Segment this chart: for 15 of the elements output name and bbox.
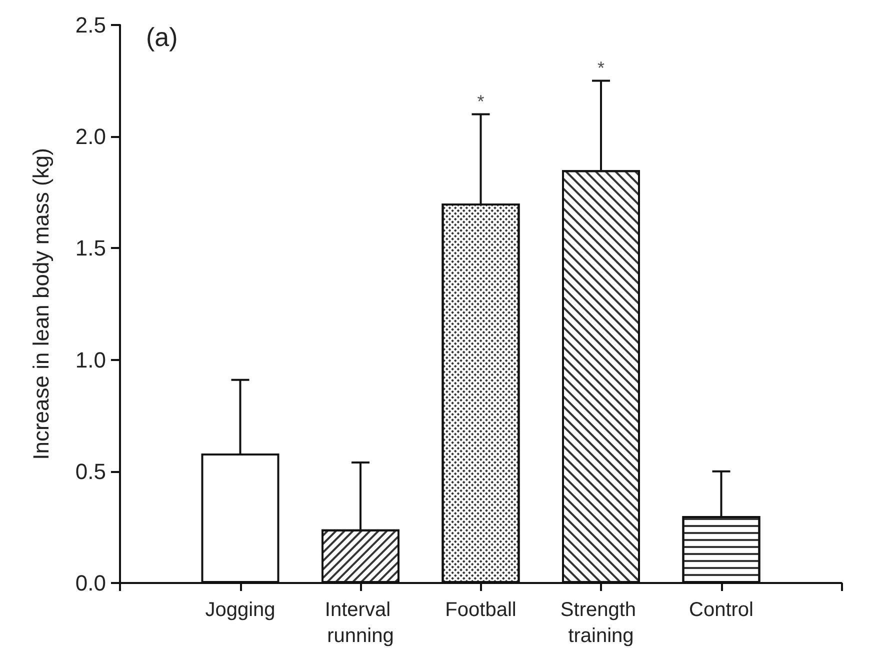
y-tick-label: 1.5 <box>75 236 106 261</box>
y-tick-label: 0.0 <box>75 570 106 596</box>
y-axis-title: Increase in lean body mass (kg) <box>28 148 54 460</box>
x-tick-label: Football <box>445 599 516 621</box>
y-tick-label: 2.0 <box>75 124 106 150</box>
annotation: * <box>477 91 484 112</box>
annotation: (a) <box>146 22 178 52</box>
x-tick-label: Interval running <box>324 599 396 647</box>
y-tick-label: 1.0 <box>75 347 106 372</box>
x-tick-label: Strength training <box>560 599 642 647</box>
y-tick-label: 2.5 <box>75 12 106 38</box>
x-tick-label: Control <box>689 599 754 621</box>
annotation: * <box>597 58 605 78</box>
x-tick-label: Jogging <box>205 599 276 621</box>
y-tick-label: 0.5 <box>75 458 106 484</box>
